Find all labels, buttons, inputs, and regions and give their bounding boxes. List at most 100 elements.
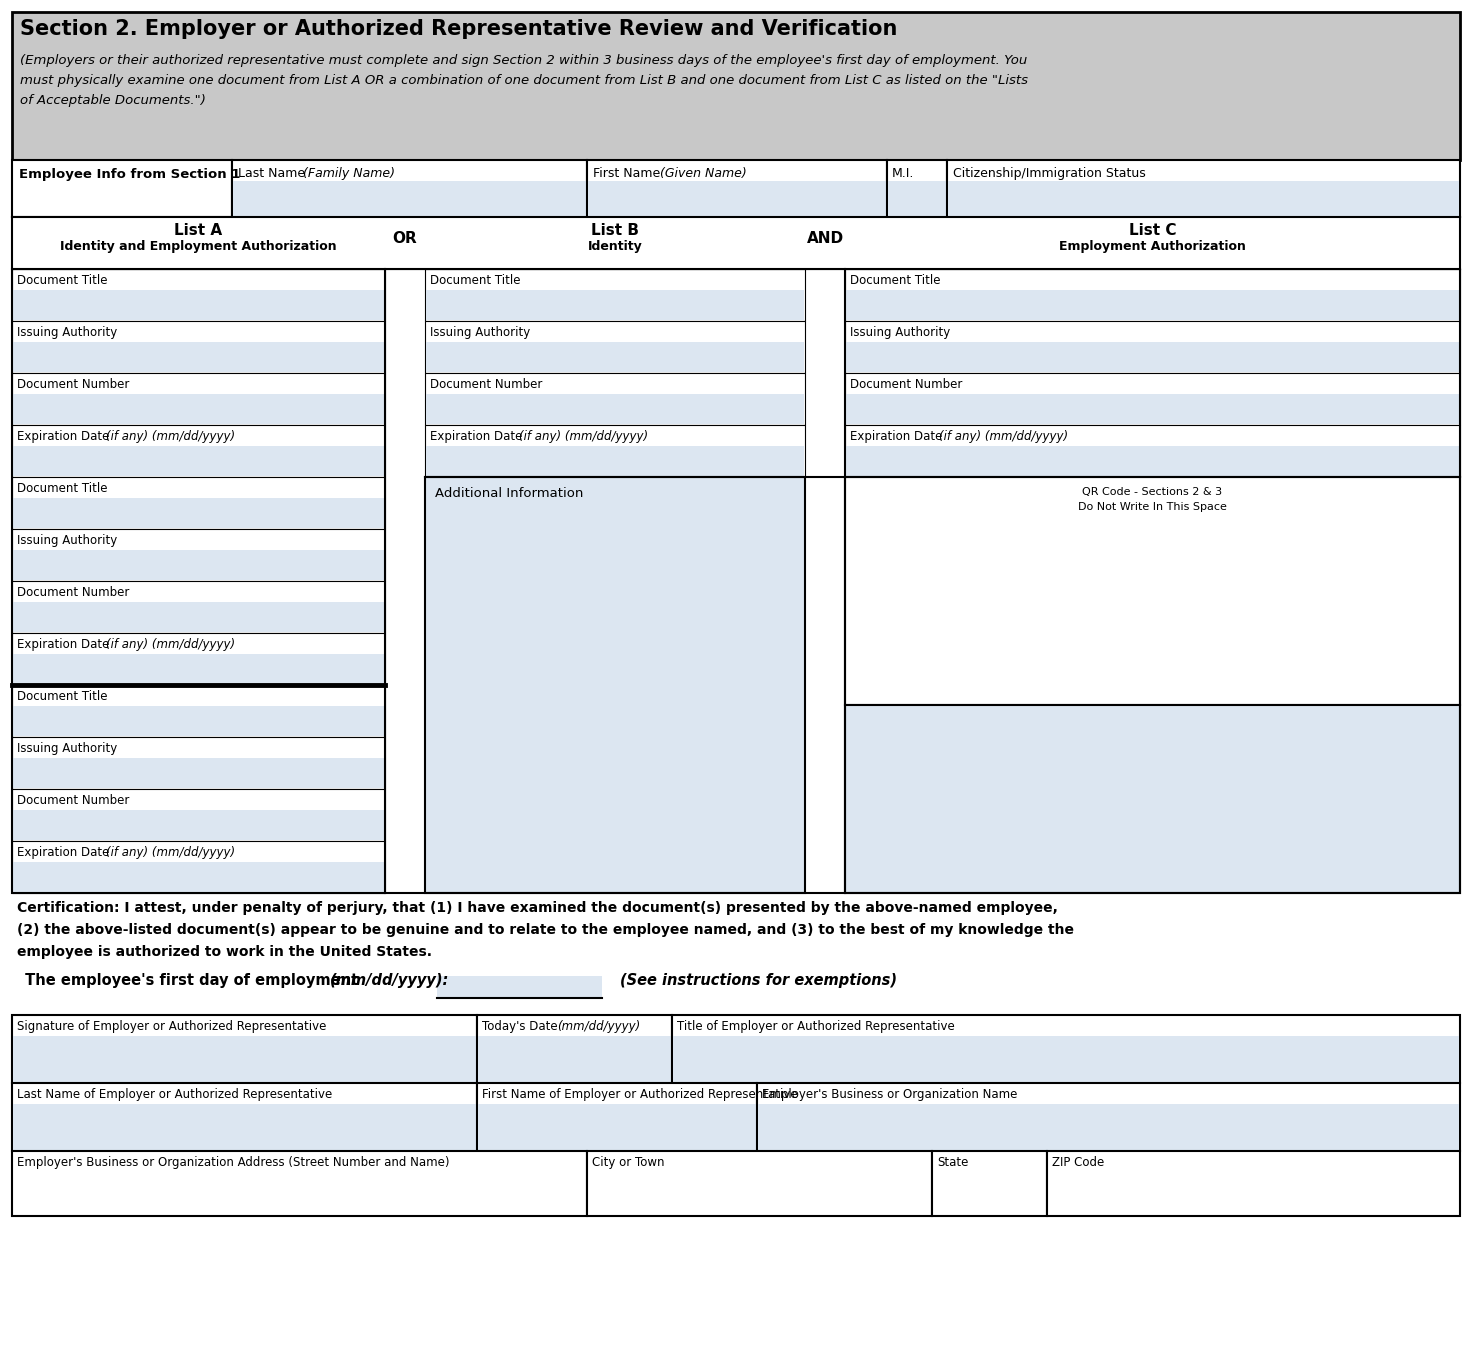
Bar bbox=[12, 840, 386, 894]
Bar bbox=[12, 1015, 477, 1083]
Text: Citizenship/Immigration Status: Citizenship/Immigration Status bbox=[952, 167, 1145, 180]
Text: Issuing Authority: Issuing Authority bbox=[849, 326, 951, 339]
Text: Issuing Authority: Issuing Authority bbox=[430, 326, 530, 339]
Text: Issuing Authority: Issuing Authority bbox=[18, 326, 118, 339]
Text: Document Title: Document Title bbox=[430, 273, 521, 287]
Bar bbox=[845, 321, 1460, 373]
Bar bbox=[845, 477, 1460, 704]
Text: Document Title: Document Title bbox=[849, 273, 941, 287]
Text: Document Title: Document Title bbox=[18, 481, 107, 495]
Bar bbox=[846, 394, 1459, 424]
Text: Document Title: Document Title bbox=[18, 273, 107, 287]
Text: Last Name of Employer or Authorized Representative: Last Name of Employer or Authorized Repr… bbox=[18, 1088, 333, 1102]
Text: OR: OR bbox=[393, 231, 418, 246]
Bar bbox=[13, 549, 384, 579]
Bar bbox=[13, 394, 384, 424]
Bar bbox=[13, 602, 384, 632]
Bar bbox=[12, 685, 386, 737]
Text: of Acceptable Documents."): of Acceptable Documents.") bbox=[21, 94, 206, 107]
Text: Document Title: Document Title bbox=[18, 690, 107, 703]
Text: Expiration Date: Expiration Date bbox=[18, 638, 113, 651]
Text: Document Number: Document Number bbox=[18, 794, 130, 806]
Text: AND: AND bbox=[807, 231, 843, 246]
Bar bbox=[12, 12, 1460, 160]
Bar bbox=[13, 706, 384, 736]
Bar bbox=[12, 321, 386, 373]
Bar bbox=[13, 446, 384, 476]
Text: The employee's first day of employment: The employee's first day of employment bbox=[21, 972, 364, 987]
Bar bbox=[13, 1104, 475, 1151]
Text: First Name: First Name bbox=[593, 167, 664, 180]
Bar bbox=[13, 758, 384, 787]
Text: (if any) (mm/dd/yyyy): (if any) (mm/dd/yyyy) bbox=[106, 638, 236, 651]
Text: Employer's Business or Organization Name: Employer's Business or Organization Name bbox=[762, 1088, 1017, 1102]
Text: Employment Authorization: Employment Authorization bbox=[1058, 239, 1245, 253]
Text: Signature of Employer or Authorized Representative: Signature of Employer or Authorized Repr… bbox=[18, 1020, 327, 1034]
Bar bbox=[12, 269, 1460, 894]
Bar bbox=[233, 160, 587, 218]
Bar bbox=[425, 394, 804, 424]
Bar bbox=[12, 218, 1460, 269]
Bar bbox=[846, 446, 1459, 476]
Bar bbox=[12, 424, 386, 477]
Text: Employee Info from Section 1: Employee Info from Section 1 bbox=[19, 169, 240, 181]
Bar bbox=[478, 1104, 757, 1151]
Bar bbox=[12, 1083, 477, 1151]
Bar bbox=[587, 1151, 932, 1216]
Bar bbox=[477, 1083, 757, 1151]
Text: Today's Date: Today's Date bbox=[481, 1020, 561, 1034]
Text: Additional Information: Additional Information bbox=[436, 487, 583, 500]
Bar bbox=[425, 373, 805, 424]
Text: Document Number: Document Number bbox=[849, 378, 963, 392]
Bar bbox=[845, 424, 1460, 477]
Bar bbox=[425, 477, 805, 894]
Bar bbox=[478, 1036, 671, 1083]
Bar bbox=[12, 160, 233, 218]
Text: List B: List B bbox=[590, 223, 639, 238]
Bar bbox=[425, 269, 805, 321]
Text: must physically examine one document from List A OR a combination of one documen: must physically examine one document fro… bbox=[21, 73, 1027, 87]
Text: (if any) (mm/dd/yyyy): (if any) (mm/dd/yyyy) bbox=[106, 430, 236, 443]
Text: Identity: Identity bbox=[587, 239, 642, 253]
Bar bbox=[12, 789, 386, 840]
Text: (Employers or their authorized representative must complete and sign Section 2 w: (Employers or their authorized represent… bbox=[21, 54, 1027, 67]
Text: Section 2. Employer or Authorized Representative Review and Verification: Section 2. Employer or Authorized Repres… bbox=[21, 19, 898, 39]
Bar bbox=[932, 1151, 1047, 1216]
Text: (2) the above-listed document(s) appear to be genuine and to relate to the emplo: (2) the above-listed document(s) appear … bbox=[18, 923, 1075, 937]
Bar bbox=[13, 341, 384, 373]
Bar bbox=[587, 160, 888, 218]
Bar bbox=[12, 269, 386, 321]
Bar bbox=[425, 341, 804, 373]
Bar bbox=[12, 632, 386, 685]
Text: (mm/dd/yyyy):: (mm/dd/yyyy): bbox=[330, 972, 449, 987]
Bar bbox=[1047, 1151, 1460, 1216]
Text: (if any) (mm/dd/yyyy): (if any) (mm/dd/yyyy) bbox=[939, 430, 1069, 443]
Text: Issuing Authority: Issuing Authority bbox=[18, 534, 118, 547]
Bar bbox=[425, 424, 805, 477]
Text: (Given Name): (Given Name) bbox=[659, 167, 746, 180]
Text: Employer's Business or Organization Address (Street Number and Name): Employer's Business or Organization Addr… bbox=[18, 1156, 449, 1170]
Text: Certification: I attest, under penalty of perjury, that (1) I have examined the : Certification: I attest, under penalty o… bbox=[18, 900, 1058, 915]
Bar bbox=[845, 269, 1460, 321]
Bar bbox=[425, 290, 804, 320]
Bar bbox=[13, 811, 384, 840]
Bar bbox=[846, 290, 1459, 320]
Text: (if any) (mm/dd/yyyy): (if any) (mm/dd/yyyy) bbox=[106, 846, 236, 860]
Bar bbox=[888, 181, 946, 216]
Bar bbox=[13, 654, 384, 684]
Bar bbox=[425, 446, 804, 476]
Text: Expiration Date: Expiration Date bbox=[430, 430, 526, 443]
Bar bbox=[846, 341, 1459, 373]
Text: Document Number: Document Number bbox=[430, 378, 542, 392]
Text: (See instructions for exemptions): (See instructions for exemptions) bbox=[620, 972, 896, 987]
Bar bbox=[673, 1015, 1460, 1083]
Text: Expiration Date: Expiration Date bbox=[18, 846, 113, 860]
Bar bbox=[437, 976, 602, 998]
Bar bbox=[13, 498, 384, 528]
Text: M.I.: M.I. bbox=[892, 167, 914, 180]
Bar bbox=[946, 160, 1460, 218]
Bar bbox=[888, 160, 946, 218]
Text: (mm/dd/yyyy): (mm/dd/yyyy) bbox=[556, 1020, 640, 1034]
Text: Identity and Employment Authorization: Identity and Employment Authorization bbox=[60, 239, 337, 253]
Bar bbox=[13, 862, 384, 892]
